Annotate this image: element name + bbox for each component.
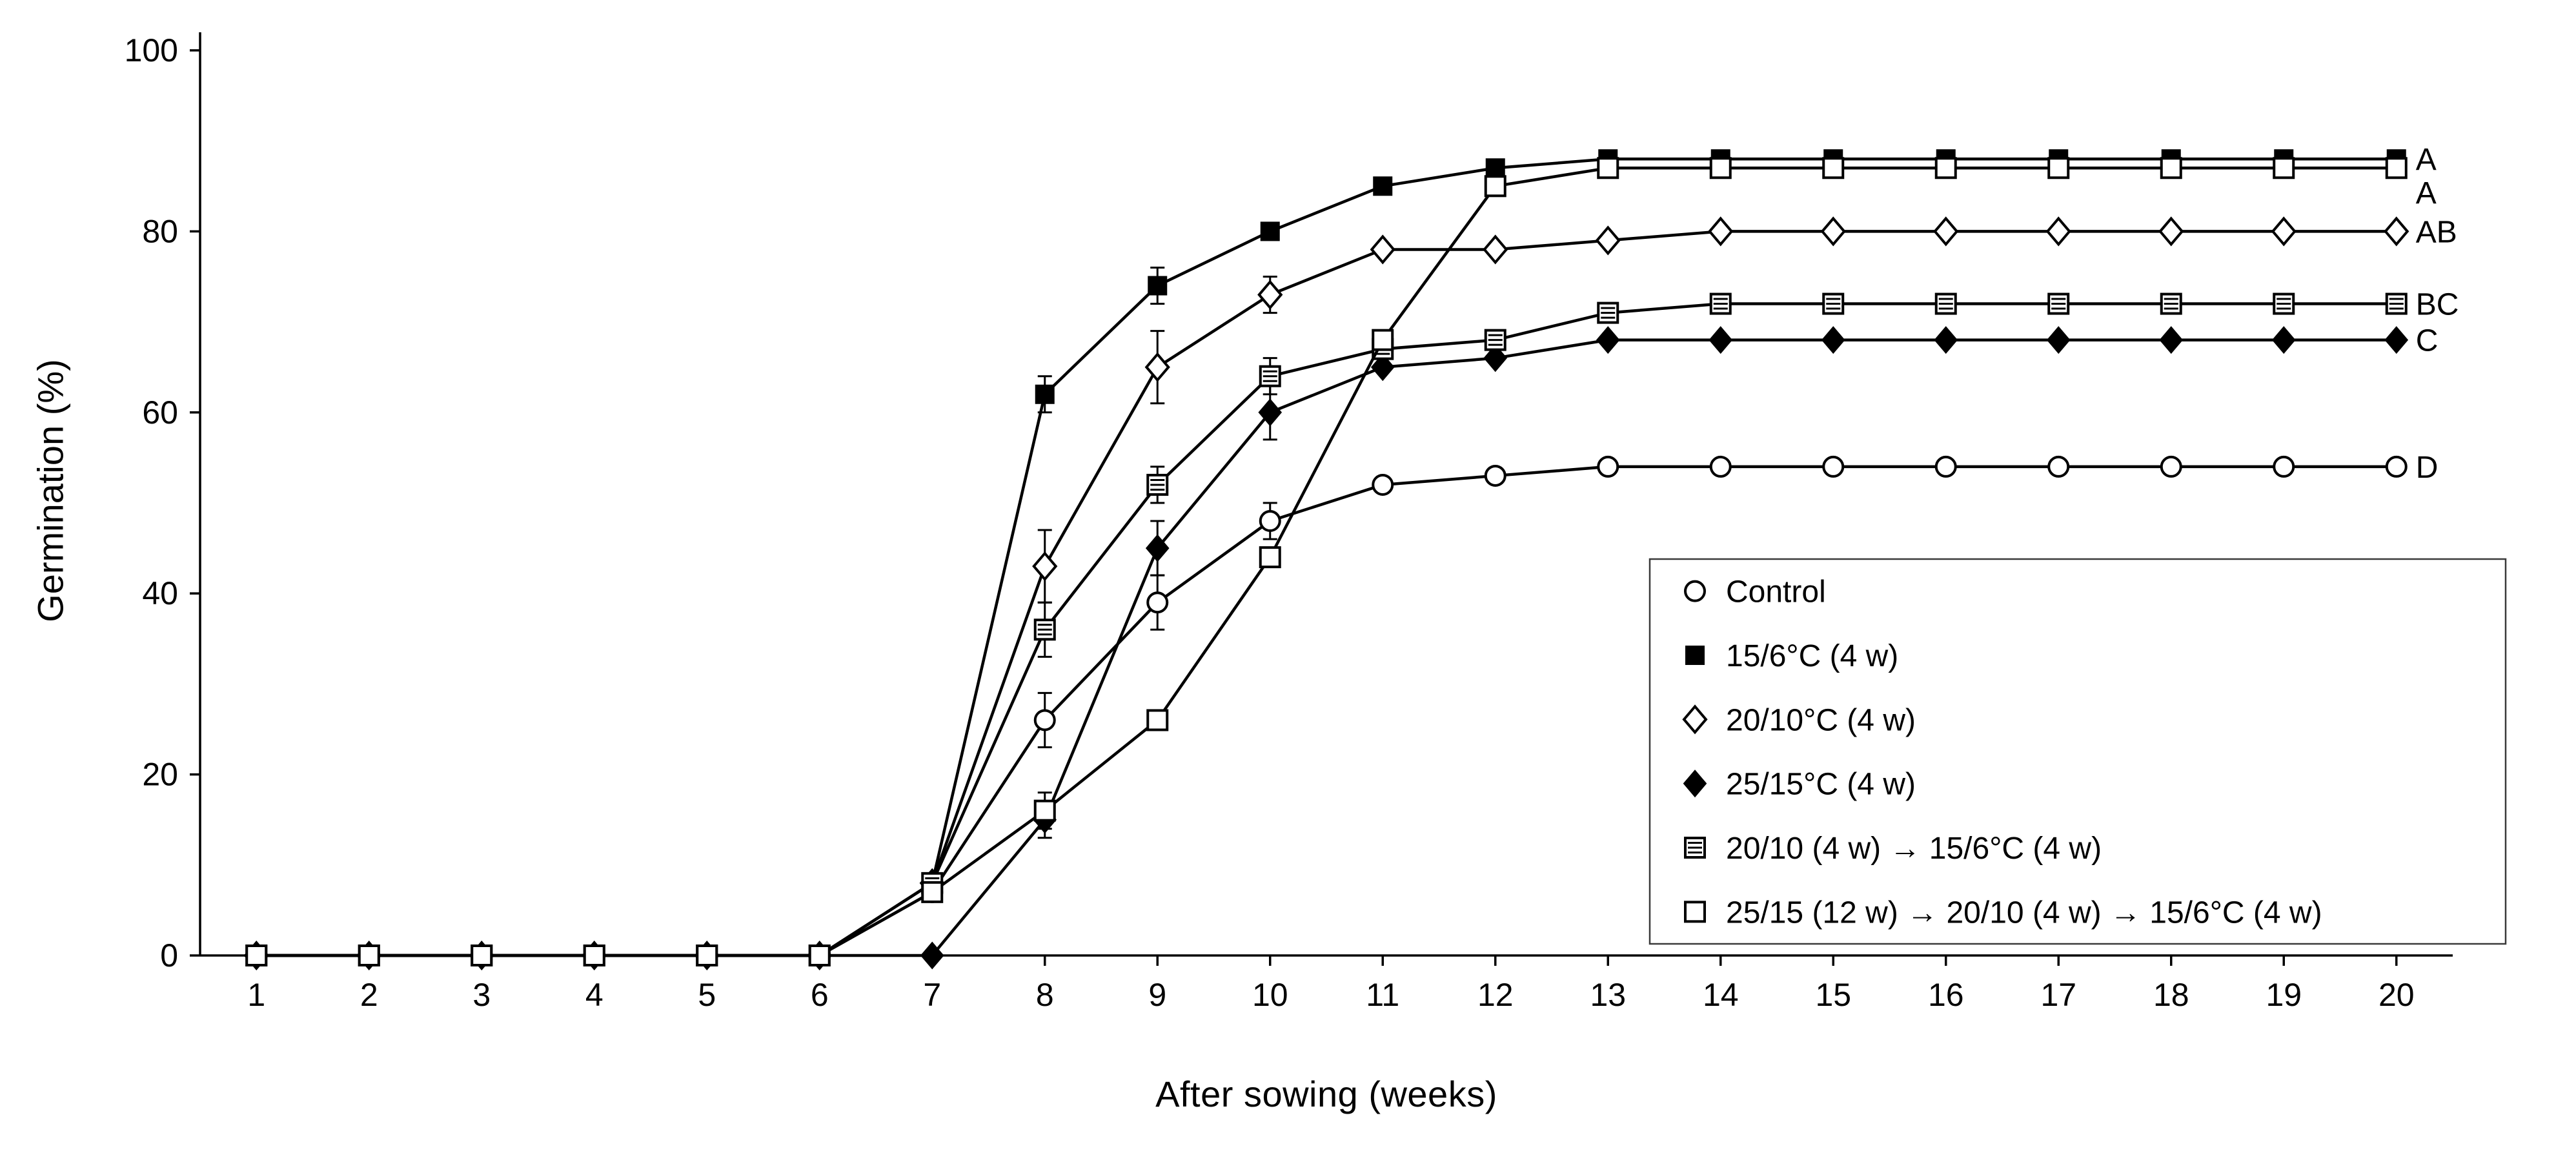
significance-label: D xyxy=(2416,451,2439,485)
y-axis-label: Germination (%) xyxy=(30,359,71,622)
x-axis-label: After sowing (weeks) xyxy=(1155,1074,1497,1114)
legend: Control 15/6°C (4 w) 20/10°C (4 w) 25/15°C … xyxy=(1648,558,2507,945)
y-tick-label: 20 xyxy=(142,757,178,793)
x-tick-label: 8 xyxy=(1036,977,1054,1013)
x-tick-label: 5 xyxy=(698,977,716,1013)
x-tick-label: 20 xyxy=(2378,977,2415,1013)
x-tick-label: 4 xyxy=(585,977,603,1013)
legend-label: 20/10 (4 w) → 15/6°C (4 w) xyxy=(1726,832,2102,866)
x-tick-label: 14 xyxy=(1703,977,1739,1013)
significance-label: A xyxy=(2416,143,2437,177)
x-tick-label: 12 xyxy=(1477,977,1514,1013)
x-tick-label: 11 xyxy=(1366,977,1399,1013)
significance-label: A xyxy=(2416,176,2437,210)
x-tick-label: 15 xyxy=(1815,977,1851,1013)
x-tick-label: 10 xyxy=(1252,977,1288,1013)
y-tick-label: 0 xyxy=(160,937,178,974)
y-tick-label: 100 xyxy=(125,32,178,68)
legend-label: 15/6°C (4 w) xyxy=(1726,639,1898,673)
x-tick-label: 16 xyxy=(1928,977,1964,1013)
x-tick-label: 13 xyxy=(1590,977,1626,1013)
x-tick-label: 17 xyxy=(2040,977,2076,1013)
x-tick-label: 9 xyxy=(1148,977,1166,1013)
x-tick-label: 6 xyxy=(811,977,829,1013)
x-tick-label: 7 xyxy=(923,977,941,1013)
x-tick-label: 1 xyxy=(247,977,265,1013)
legend-label: 25/15 (12 w) → 20/10 (4 w) → 15/6°C (4 w… xyxy=(1726,895,2322,930)
legend-label: Control xyxy=(1726,575,1826,609)
series-line xyxy=(256,167,2397,957)
y-tick-label: 40 xyxy=(142,575,178,611)
y-tick-label: 60 xyxy=(142,394,178,431)
series-6 xyxy=(245,157,2408,966)
x-tick-label: 19 xyxy=(2266,977,2302,1013)
x-tick-label: 3 xyxy=(472,977,491,1013)
x-tick-label: 2 xyxy=(360,977,378,1013)
y-tick-label: 80 xyxy=(142,213,178,249)
x-tick-label: 18 xyxy=(2153,977,2189,1013)
significance-label: AB xyxy=(2416,215,2457,249)
legend-label: 25/15°C (4 w) xyxy=(1726,768,1916,802)
significance-label: BC xyxy=(2416,288,2459,322)
end-labels: AA AB BCC D xyxy=(2416,143,2459,485)
legend-label: 20/10°C (4 w) xyxy=(1726,703,1916,737)
significance-label: C xyxy=(2416,324,2439,358)
